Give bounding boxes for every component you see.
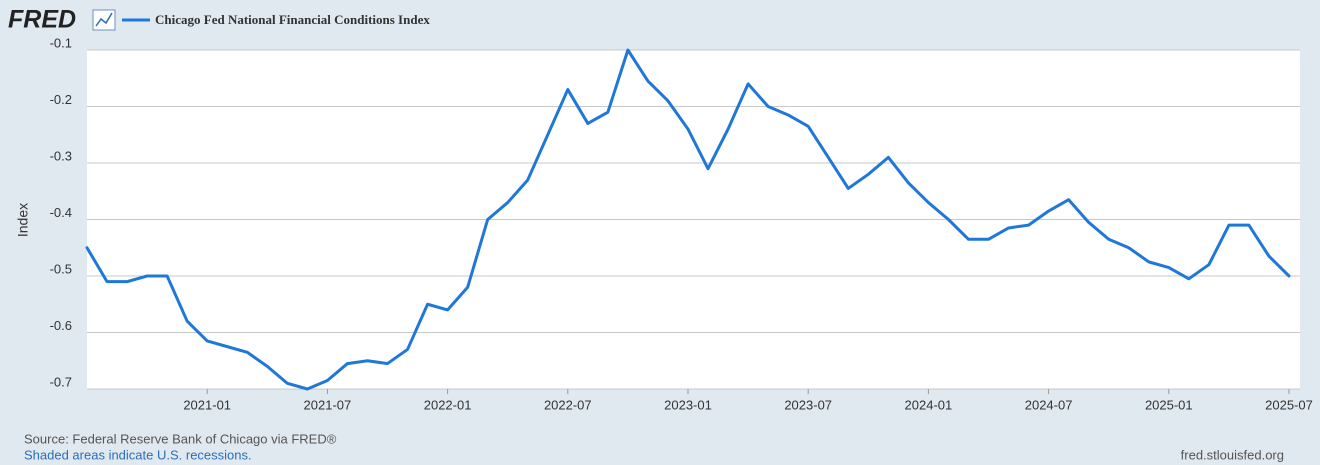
x-tick-label: 2022-01 bbox=[424, 397, 472, 412]
source: Source: Federal Reserve Bank of Chicago … bbox=[24, 431, 337, 446]
y-tick-label: -0.3 bbox=[50, 148, 72, 163]
x-tick-label: 2021-01 bbox=[183, 397, 231, 412]
x-tick-label: 2022-07 bbox=[544, 397, 592, 412]
x-tick-label: 2021-07 bbox=[304, 397, 352, 412]
url: fred.stlouisfed.org bbox=[1181, 447, 1284, 462]
brand-logo: FRED bbox=[8, 6, 76, 34]
y-tick-label: -0.2 bbox=[50, 92, 72, 107]
y-tick-label: -0.6 bbox=[50, 318, 72, 333]
x-tick-label: 2023-07 bbox=[784, 397, 832, 412]
x-tick-label: 2025-07 bbox=[1265, 397, 1313, 412]
y-tick-label: -0.1 bbox=[50, 35, 72, 50]
y-tick-label: -0.5 bbox=[50, 261, 72, 276]
x-tick-label: 2023-01 bbox=[664, 397, 712, 412]
logo-icon bbox=[92, 9, 116, 31]
x-tick-label: 2024-07 bbox=[1025, 397, 1073, 412]
y-axis-label: Index bbox=[15, 203, 31, 237]
data-line bbox=[85, 48, 1291, 391]
x-tick-label: 2024-01 bbox=[905, 397, 953, 412]
y-tick-label: -0.7 bbox=[50, 374, 72, 389]
x-tick-label: 2025-01 bbox=[1145, 397, 1193, 412]
legend-label: Chicago Fed National Financial Condition… bbox=[155, 12, 430, 27]
note: Shaded areas indicate U.S. recessions. bbox=[24, 447, 252, 462]
y-tick-label: -0.4 bbox=[50, 205, 72, 220]
